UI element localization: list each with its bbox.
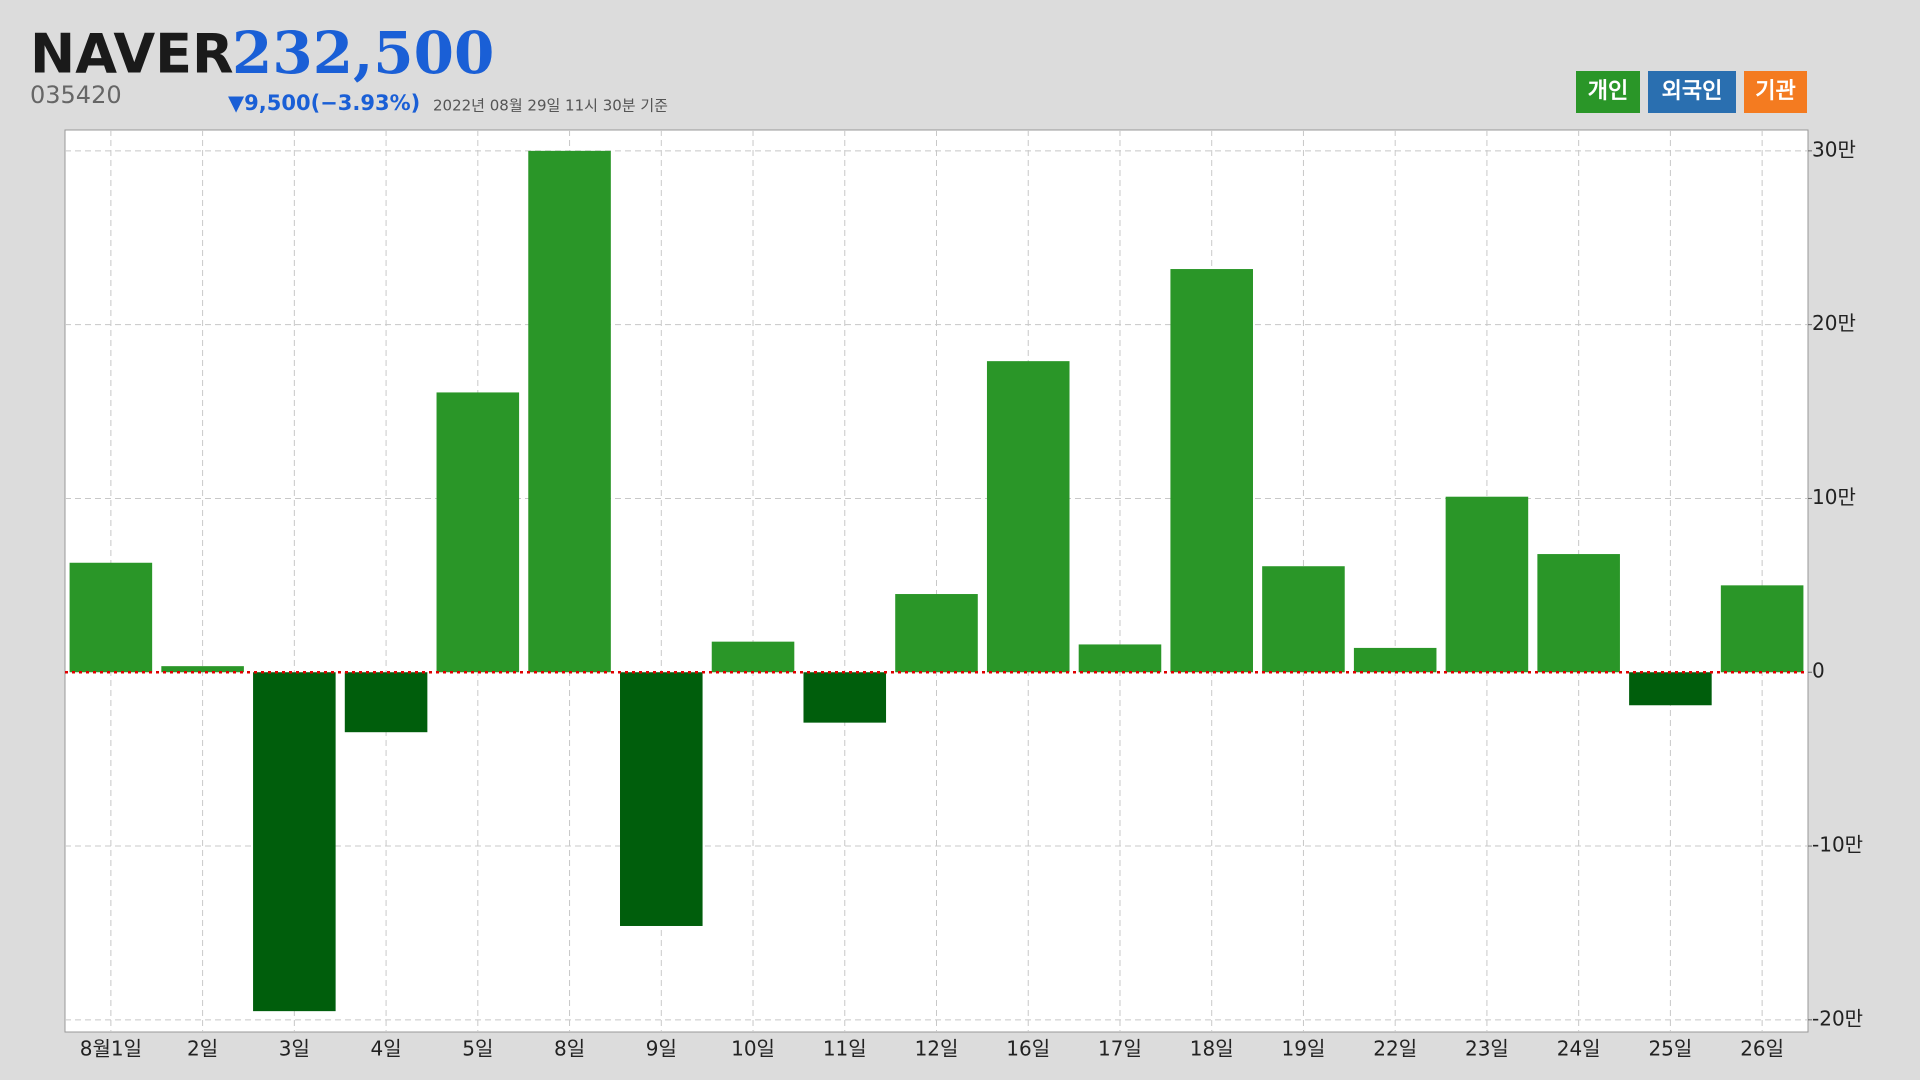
bar: [344, 672, 428, 733]
bar: [528, 150, 611, 673]
x-tick-label: 2일: [187, 1037, 218, 1061]
x-tick-label: 16일: [1006, 1037, 1050, 1061]
legend-swatch: [1648, 71, 1736, 113]
x-tick-label: 17일: [1098, 1037, 1142, 1061]
x-tick-label: 4일: [371, 1037, 402, 1061]
bar: [711, 641, 795, 673]
bar: [986, 361, 1070, 673]
stock-name: NAVER: [30, 23, 234, 86]
legend-label: 개인: [1588, 79, 1628, 104]
bar: [1720, 585, 1804, 673]
x-tick-label: 26일: [1740, 1037, 1784, 1061]
x-tick-label: 11일: [823, 1037, 867, 1061]
x-tick-label: 25일: [1648, 1037, 1692, 1061]
x-tick-label: 5일: [462, 1037, 493, 1061]
y-tick-label: 30만: [1812, 137, 1856, 161]
bar: [436, 392, 520, 673]
timestamp: 2022년 08월 29일 11시 30분 기준: [433, 97, 668, 115]
y-tick-label: 10만: [1812, 485, 1856, 509]
bar: [161, 666, 244, 673]
x-tick-label: 22일: [1373, 1037, 1417, 1061]
x-tick-label: 23일: [1465, 1037, 1509, 1061]
legend-label: 외국인: [1662, 79, 1723, 104]
x-tick-label: 19일: [1282, 1037, 1326, 1061]
x-tick-label: 24일: [1557, 1037, 1601, 1061]
x-tick-label: 10일: [731, 1037, 775, 1061]
bar: [1629, 672, 1712, 706]
x-tick-label: 3일: [279, 1037, 310, 1061]
y-tick-label: -10만: [1812, 833, 1863, 857]
price-change: ▼9,500(−3.93%): [228, 91, 420, 115]
bar: [620, 672, 703, 926]
bar: [1537, 554, 1620, 673]
bar: [1170, 269, 1253, 673]
bar: [1262, 566, 1345, 673]
x-tick-label: 12일: [915, 1037, 959, 1061]
y-tick-label: 0: [1812, 659, 1825, 683]
bar: [803, 672, 887, 723]
legend-label: 기관: [1755, 79, 1795, 104]
stock-code: 035420: [30, 81, 122, 109]
x-tick-label: 18일: [1190, 1037, 1234, 1061]
bar: [1353, 647, 1437, 673]
stock-price: 232,500: [232, 19, 494, 87]
x-tick-label: 8월1일: [80, 1037, 142, 1061]
y-tick-label: 20만: [1812, 311, 1856, 335]
bar: [253, 672, 336, 1012]
x-tick-label: 9일: [646, 1037, 677, 1061]
bar: [895, 594, 978, 673]
bar: [1078, 644, 1162, 673]
legend-swatch: [1744, 71, 1807, 113]
legend-swatch: [1576, 71, 1640, 113]
y-tick-label: -20만: [1812, 1006, 1863, 1030]
x-tick-label: 8일: [554, 1037, 585, 1061]
bar: [1445, 496, 1529, 673]
bar: [69, 562, 153, 673]
